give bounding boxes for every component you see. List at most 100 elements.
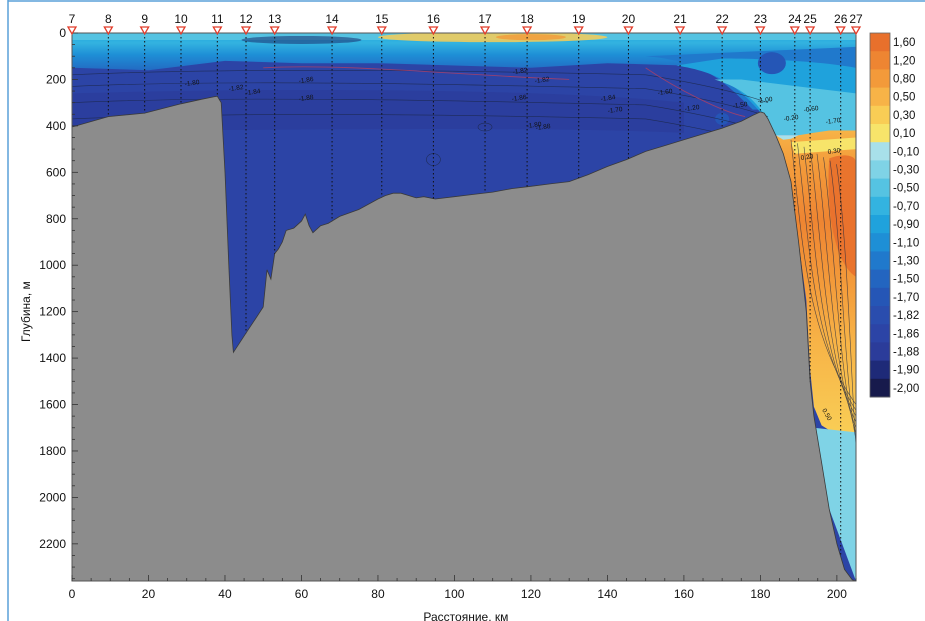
deep-water <box>813 427 856 581</box>
y-tick-label: 1400 <box>39 351 66 365</box>
station-marker <box>573 26 584 36</box>
colorbar-swatch <box>870 287 890 307</box>
colorbar-swatch <box>870 69 890 89</box>
isoline-label: -1.00 <box>757 96 773 105</box>
colorbar-swatch <box>870 306 890 325</box>
isoline-label: -1.82 <box>228 84 244 93</box>
isoline-label: -0.20 <box>783 114 799 123</box>
plot-border <box>71 32 857 582</box>
colorbar-label: -0,30 <box>893 165 919 177</box>
cold-eddy <box>757 52 786 75</box>
surface-warm-core <box>495 34 566 41</box>
x-tick-label: 160 <box>674 587 694 601</box>
y-tick-label: 1800 <box>39 444 66 458</box>
y-tick-label: 1600 <box>39 398 66 412</box>
station-marker <box>835 26 846 36</box>
colorbar-swatch <box>870 178 890 198</box>
colorbar-swatch <box>870 342 890 362</box>
cold-spot <box>715 112 730 125</box>
station-label: 24 <box>788 12 802 26</box>
station-label: 15 <box>375 12 389 26</box>
isoline-label: -1.80 <box>184 79 200 88</box>
station-label: 21 <box>673 12 687 26</box>
station-marker <box>804 26 816 36</box>
colorbar-swatch <box>870 105 890 125</box>
station-marker <box>789 26 800 36</box>
y-tick-label: 200 <box>46 72 66 86</box>
y-tick-label: 0 <box>59 26 66 40</box>
contour-line <box>810 150 856 423</box>
warm-layer-top-edge <box>790 137 856 154</box>
surface-dark-streak <box>241 35 362 44</box>
isoline-label: -1.20 <box>684 104 700 113</box>
isoline-label: -1.70 <box>825 117 841 126</box>
isoline-label: -0.60 <box>803 105 819 114</box>
colorbar: 1,60 1,20 0,80 0,50 0,30 0,10 -0,10 -0,30 -0,50 -… <box>869 32 919 398</box>
contour-line <box>72 98 769 134</box>
colorbar-label: -1,50 <box>893 274 919 286</box>
bottom-profile <box>71 95 857 582</box>
isoline-label: 0.20 <box>800 153 814 162</box>
colorbar-label: -0,70 <box>893 201 919 213</box>
station-label: 8 <box>105 12 112 26</box>
station-label: 12 <box>239 12 253 26</box>
colorbar-label: 0,80 <box>893 74 915 86</box>
east-transition-inner <box>714 79 856 136</box>
x-tick-label: 20 <box>142 587 156 601</box>
isoline-label: -1.88 <box>535 123 551 132</box>
station-marker <box>623 26 634 36</box>
station-label: 9 <box>141 12 148 26</box>
colorbar-swatch <box>870 251 890 271</box>
station-marker <box>66 26 78 36</box>
station-marker <box>521 26 533 36</box>
station-marker <box>175 26 187 36</box>
contour-line-red <box>263 66 570 80</box>
x-tick-label: 100 <box>444 587 464 601</box>
isoline-label: -1.84 <box>245 88 261 97</box>
colorbar-swatch <box>870 160 890 180</box>
station-marker <box>479 26 491 36</box>
isoline-label: -1.88 <box>298 94 314 103</box>
colorbar-swatch <box>870 33 890 52</box>
isoline-label: -1.70 <box>607 106 623 115</box>
station-label: 7 <box>69 12 76 26</box>
x-tick-label: 40 <box>218 587 232 601</box>
contour-line-red <box>645 67 746 118</box>
station-marker <box>269 26 280 36</box>
isoline-label: -1.50 <box>732 101 748 110</box>
colorbar-label: 1,20 <box>893 55 915 67</box>
station-marker <box>212 26 223 36</box>
colorbar-swatch <box>870 215 890 234</box>
isoline-label: -1.84 <box>600 94 616 103</box>
surface-warm-patch <box>377 33 608 43</box>
colorbar-label: -1,86 <box>893 328 919 340</box>
colorbar-label: -1,88 <box>893 347 919 359</box>
station-label: 25 <box>803 12 817 26</box>
colorbar-label: -0,10 <box>893 146 919 158</box>
station-marker <box>674 26 686 36</box>
isoline-label: -1.80 <box>526 121 542 130</box>
station-label: 27 <box>849 12 863 26</box>
colorbar-swatch <box>870 378 890 398</box>
x-axis-title: Расстояние, км <box>423 610 508 621</box>
colorbar-swatch <box>870 324 890 343</box>
y-tick-label: 600 <box>46 165 66 179</box>
x-tick-label: 80 <box>371 587 385 601</box>
colorbar-label: -1,90 <box>893 365 919 377</box>
y-tick-label: 800 <box>46 212 66 226</box>
y-tick-label: 1000 <box>39 258 66 272</box>
station-label: 20 <box>622 12 636 26</box>
colorbar-swatch <box>870 51 890 70</box>
x-tick-label: 120 <box>521 587 541 601</box>
colorbar-swatch <box>870 142 890 161</box>
station-marker <box>139 26 150 36</box>
isoline-label: -1.82 <box>534 76 550 85</box>
y-tick-label: 1200 <box>39 305 66 319</box>
station-label: 10 <box>174 12 188 26</box>
colorbar-swatch <box>870 196 890 216</box>
colorbar-swatch <box>870 124 890 143</box>
station-marker <box>326 26 338 36</box>
colorbar-swatch <box>870 233 890 252</box>
colorbar-label: 1,60 <box>893 37 915 49</box>
station-marker <box>103 26 114 36</box>
